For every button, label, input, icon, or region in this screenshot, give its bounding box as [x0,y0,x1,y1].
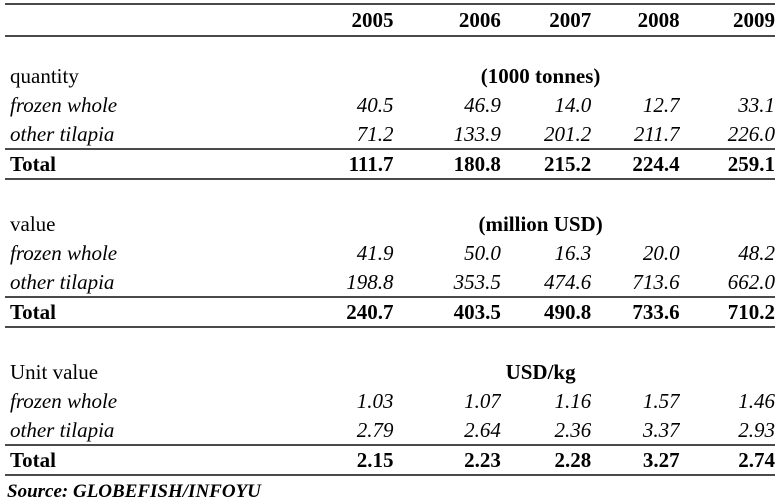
value-cell: 2.79 [306,415,394,446]
total-value-cell: 403.5 [393,297,501,328]
value-cell: 713.6 [591,267,680,298]
year-header: 2009 [679,3,775,37]
spacer-row [5,36,775,61]
value-cell: 662.0 [679,267,775,298]
value-cell: 474.6 [500,267,592,298]
table-row-total: Total 240.7 403.5 490.8 733.6 710.2 [5,297,775,328]
total-value-cell: 3.27 [591,445,680,476]
table-row-other-tilapia: other tilapia 198.8 353.5 474.6 713.6 66… [5,267,775,298]
value-cell: 1.07 [464,388,501,413]
total-value-cell: 259.1 [679,149,775,180]
total-value-cell: 2.28 [500,445,592,476]
value-cell: 1.57 [642,388,680,413]
spacer-row [5,327,775,357]
section-label: quantity [10,63,79,88]
total-label: Total [5,149,307,180]
section-unit-label: (million USD) [478,211,603,236]
total-value-cell: 240.7 [306,297,394,328]
row-label: other tilapia [5,267,307,298]
value-cell: 211.7 [591,119,680,150]
value-cell: 198.8 [306,267,394,298]
value-cell: 14.0 [554,92,592,117]
table-row-frozen-whole: frozen whole 1.03 1.07 1.16 1.57 1.46 [5,386,775,415]
table-row-frozen-whole: frozen whole 41.9 50.0 16.3 20.0 48.2 [5,238,775,267]
total-label: Total [5,445,307,476]
value-cell: 41.9 [356,240,394,265]
year-header: 2005 [306,3,394,37]
value-cell: 12.7 [642,92,680,117]
total-value-cell: 111.7 [306,149,394,180]
table-row-other-tilapia: other tilapia 2.79 2.64 2.36 3.37 2.93 [5,415,775,446]
value-cell: 133.9 [393,119,501,150]
total-label: Total [5,297,307,328]
value-cell: 1.03 [356,388,394,413]
row-label: frozen whole [10,92,118,117]
row-label: other tilapia [5,415,307,446]
spacer-row [5,179,775,209]
value-cell: 33.1 [738,92,775,117]
value-cell: 20.0 [642,240,680,265]
row-label: frozen whole [10,388,118,413]
total-value-cell: 490.8 [500,297,592,328]
section-value-header: value (million USD) [5,209,775,238]
tilapia-trade-table: 2005 2006 2007 2008 2009 quantity (1000 … [5,3,775,476]
value-cell: 1.46 [738,388,775,413]
value-cell: 40.5 [356,92,394,117]
section-label: Unit value [10,359,99,384]
value-cell: 3.37 [591,415,680,446]
table-row-other-tilapia: other tilapia 71.2 133.9 201.2 211.7 226… [5,119,775,150]
section-unit-label: (1000 tonnes) [480,63,601,88]
value-cell: 2.64 [393,415,501,446]
section-label: value [10,211,56,236]
total-value-cell: 733.6 [591,297,680,328]
value-cell: 16.3 [554,240,592,265]
row-label: other tilapia [5,119,307,150]
value-cell: 201.2 [500,119,592,150]
value-cell: 2.93 [679,415,775,446]
table-row-total: Total 2.15 2.23 2.28 3.27 2.74 [5,445,775,476]
value-cell: 46.9 [464,92,501,117]
value-cell: 50.0 [464,240,501,265]
value-cell: 1.16 [554,388,592,413]
section-unit-label: USD/kg [505,359,576,384]
total-value-cell: 180.8 [393,149,501,180]
year-header: 2008 [591,3,680,37]
row-label: frozen whole [10,240,118,265]
section-quantity-header: quantity (1000 tonnes) [5,61,775,90]
total-value-cell: 710.2 [679,297,775,328]
value-cell: 71.2 [306,119,394,150]
header-empty-cell [5,3,307,37]
value-cell: 353.5 [393,267,501,298]
value-cell: 226.0 [679,119,775,150]
year-header: 2006 [393,3,501,37]
total-value-cell: 224.4 [591,149,680,180]
total-value-cell: 2.23 [393,445,501,476]
total-value-cell: 215.2 [500,149,592,180]
table-row-total: Total 111.7 180.8 215.2 224.4 259.1 [5,149,775,180]
year-header: 2007 [500,3,592,37]
source-note: Source: GLOBEFISH/INFOYU [7,481,261,502]
section-unit-value-header: Unit value USD/kg [5,357,775,386]
years-header-row: 2005 2006 2007 2008 2009 [5,3,775,37]
value-cell: 2.36 [500,415,592,446]
total-value-cell: 2.74 [679,445,775,476]
value-cell: 48.2 [738,240,775,265]
table-row-frozen-whole: frozen whole 40.5 46.9 14.0 12.7 33.1 [5,90,775,119]
total-value-cell: 2.15 [306,445,394,476]
